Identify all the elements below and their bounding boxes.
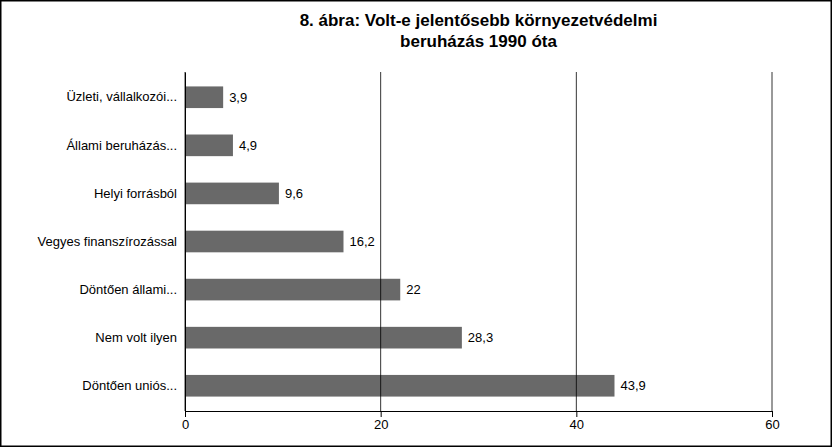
grid-line [185,72,186,411]
bar [185,375,614,397]
y-tick: Helyi forrásból [94,186,185,201]
data-label: 4,9 [239,138,257,153]
data-label: 22 [406,282,420,297]
y-tick: Állami beruházás... [66,137,185,152]
x-tick-mark [381,411,382,417]
bar [185,135,233,157]
x-tick: 60 [765,411,779,432]
y-tick-label: Helyi forrásból [94,186,177,201]
x-tick-label: 20 [374,417,388,432]
bars [185,86,614,396]
y-tick: Döntően állami... [79,282,185,297]
x-tick: 40 [570,411,584,432]
grid-line [380,72,381,411]
x-tick-mark [772,411,773,417]
bar [185,231,343,253]
data-label: 28,3 [468,330,493,345]
bar [185,183,279,205]
y-tick-label: Döntően uniós... [82,378,177,393]
y-axis: Döntően uniós... Nem volt ilyen Döntően ál… [38,73,186,412]
data-label: 43,9 [620,378,645,393]
x-axis: 0 20 40 60 [182,411,780,432]
title: 8. ábra: Volt-e jelentősebb környezetvéd… [300,11,658,51]
grid-line [576,72,577,411]
x-tick-mark [576,411,577,417]
y-tick-label: Állami beruházás... [66,137,177,152]
x-axis-line [186,412,773,418]
plot: 0204060Döntően uniós...Nem volt ilyenDön… [38,72,780,432]
chart: 8. ábra: Volt-e jelentősebb környezetvéd… [0,0,832,447]
data-label: 3,9 [229,90,247,105]
y-tick: Üzleti, vállalkozói... [66,89,185,104]
data-label: 9,6 [285,186,303,201]
x-tick: 0 [182,411,189,432]
x-tick: 20 [374,411,388,432]
grid-line [772,72,773,411]
y-tick: Vegyes finanszírozással [38,234,185,249]
grid [185,72,772,411]
y-axis-line [185,73,186,412]
x-tick-label: 40 [570,417,584,432]
y-tick-label: Nem volt ilyen [95,330,177,345]
y-tick: Döntően uniós... [82,378,185,393]
y-tick: Nem volt ilyen [95,330,185,345]
bar [185,86,223,108]
data-label: 16,2 [349,234,374,249]
figure-border [1,1,832,447]
y-tick-label: Üzleti, vállalkozói... [66,89,177,104]
bar [185,279,400,301]
bar [185,327,462,349]
x-tick-mark [185,411,186,417]
y-tick-label: Vegyes finanszírozással [38,234,178,249]
x-tick-label: 0 [182,417,189,432]
y-tick-label: Döntően állami... [79,282,177,297]
x-tick-label: 60 [765,417,779,432]
data-labels: 43,9 28,3 22 16,2 9,6 4,9 3,9 [229,90,646,394]
